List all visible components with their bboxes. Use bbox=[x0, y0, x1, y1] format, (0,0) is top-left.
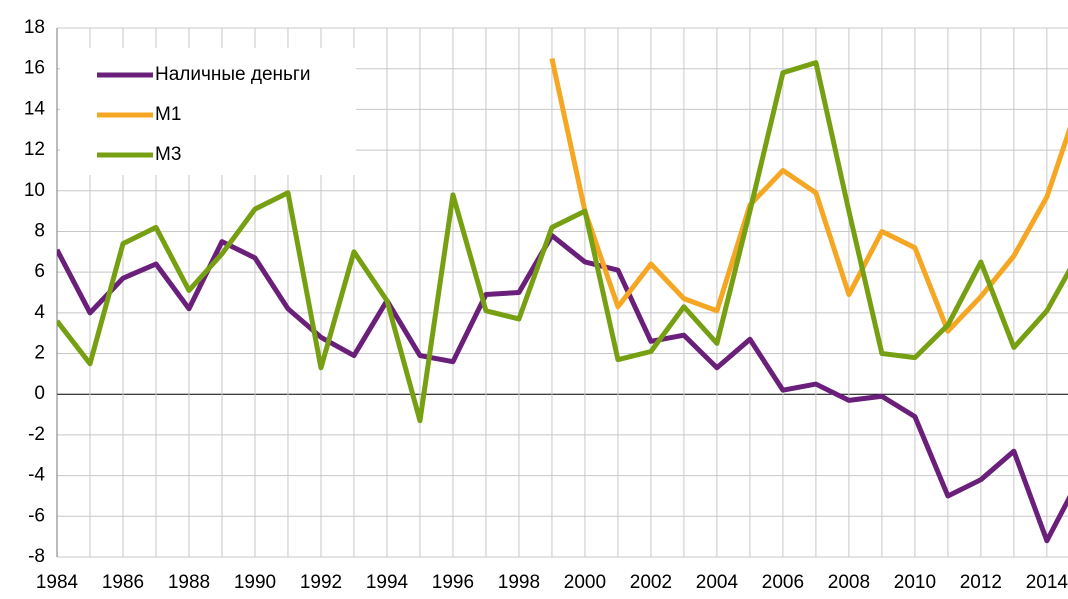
y-tick-label: -8 bbox=[28, 546, 45, 567]
x-tick-label: 2004 bbox=[696, 572, 739, 593]
legend-label: Наличные деньги bbox=[155, 64, 310, 85]
y-tick-label: 8 bbox=[34, 220, 45, 241]
y-tick-label: -2 bbox=[28, 424, 45, 445]
x-tick-label: 2006 bbox=[762, 572, 804, 593]
y-tick-label: 0 bbox=[34, 383, 45, 404]
y-tick-label: -6 bbox=[28, 505, 45, 526]
x-tick-label: 1994 bbox=[366, 572, 409, 593]
x-tick-label: 2000 bbox=[564, 572, 606, 593]
x-tick-label: 2012 bbox=[960, 572, 1002, 593]
y-tick-label: 14 bbox=[24, 98, 46, 119]
y-tick-label: 6 bbox=[34, 261, 45, 282]
y-tick-label: 10 bbox=[24, 180, 45, 201]
x-tick-label: 1998 bbox=[498, 572, 540, 593]
x-tick-label: 1992 bbox=[300, 572, 342, 593]
y-tick-label: 4 bbox=[34, 302, 45, 323]
series-line bbox=[57, 60, 1068, 424]
legend-label: M1 bbox=[155, 104, 181, 125]
x-tick-label: 1986 bbox=[102, 572, 144, 593]
series-line bbox=[57, 233, 1068, 544]
series-line bbox=[549, 57, 1068, 334]
x-tick-label: 1990 bbox=[234, 572, 276, 593]
x-tick-label: 2010 bbox=[894, 572, 936, 593]
y-tick-label: 12 bbox=[24, 139, 45, 160]
x-tick-label: 2014 bbox=[1026, 572, 1068, 593]
x-tick-label: 1984 bbox=[36, 572, 79, 593]
x-tick-label: 2002 bbox=[630, 572, 672, 593]
x-tick-label: 2008 bbox=[828, 572, 870, 593]
x-tick-label: 1996 bbox=[432, 572, 474, 593]
y-tick-label: -4 bbox=[28, 465, 45, 486]
y-tick-label: 18 bbox=[24, 17, 45, 38]
legend: Наличные деньги M1 M3 bbox=[60, 48, 356, 175]
lines bbox=[57, 57, 1068, 544]
x-tick-label: 1988 bbox=[168, 572, 210, 593]
y-tick-label: 2 bbox=[34, 343, 45, 364]
y-tick-label: 16 bbox=[24, 58, 45, 79]
legend-label: M3 bbox=[155, 144, 181, 165]
